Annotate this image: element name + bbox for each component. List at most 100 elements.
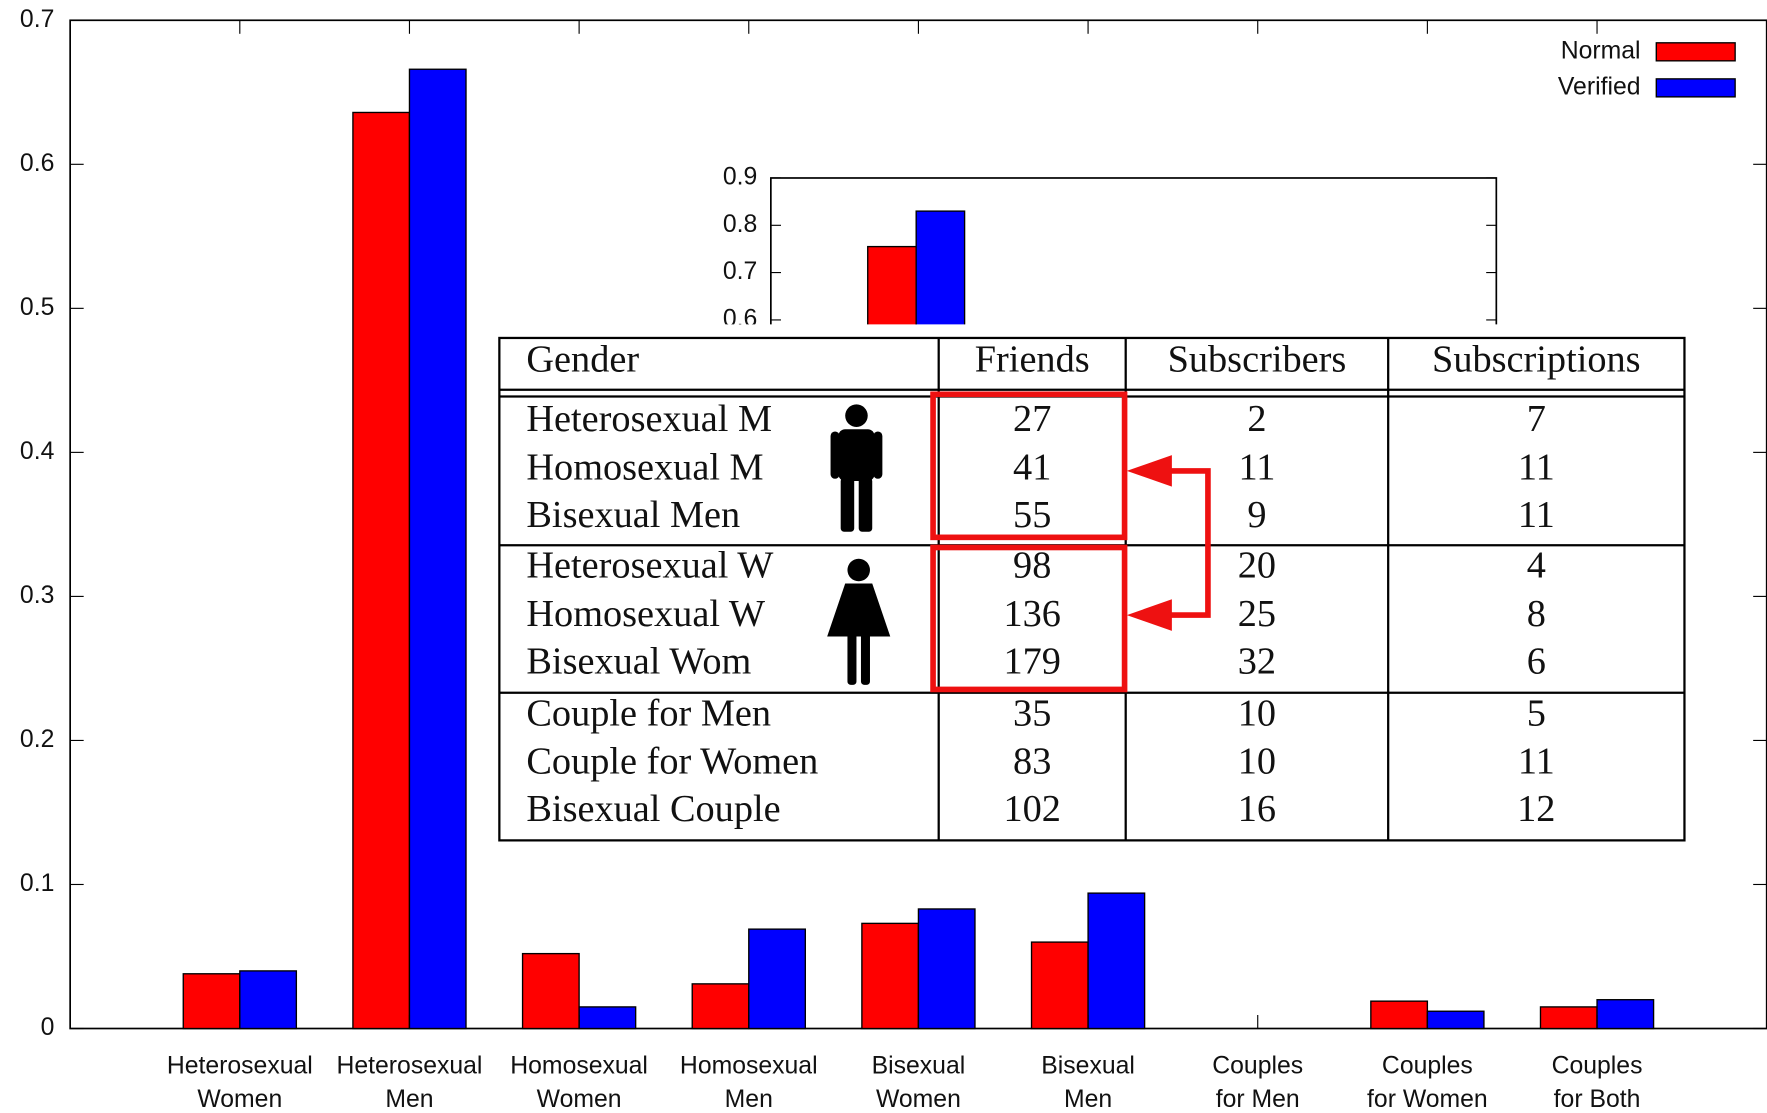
y-tick-label: 0.7: [723, 258, 757, 285]
inset-chart: 0.6 0.7 0.8 0.9: [676, 157, 1533, 332]
bar: [1596, 999, 1655, 1030]
cell: Couple for Men: [526, 692, 771, 734]
table: Gender Friends Subscribers Subscriptions Het…: [498, 336, 1686, 842]
cell: Couple for Women: [526, 741, 818, 783]
x-tick-label: for Men: [1216, 1086, 1300, 1113]
y-tick-label: 0.1: [20, 870, 54, 897]
annotations: [791, 391, 1211, 693]
cell: 98: [1013, 545, 1051, 587]
bar: [691, 983, 750, 1030]
cell: 7: [1527, 398, 1546, 440]
cell: 83: [1013, 741, 1051, 783]
cell: 25: [1238, 593, 1276, 635]
bar: [917, 908, 976, 1030]
cell: Homosexual W: [526, 593, 765, 635]
x-tick-label: for Women: [1367, 1086, 1488, 1113]
x-tick-label: Bisexual: [1041, 1052, 1135, 1079]
legend-label: Verified: [1558, 73, 1641, 100]
cell: 16: [1238, 788, 1276, 830]
cell: 10: [1238, 692, 1276, 734]
cell: 9: [1247, 494, 1266, 536]
y-tick-label: 0.5: [20, 294, 54, 321]
cell: 102: [1003, 788, 1060, 830]
x-tick-label: Heterosexual: [337, 1052, 483, 1079]
y-tick-label: 0: [41, 1014, 55, 1041]
woman-icon: [791, 551, 916, 690]
y-tick-label: 0.9: [723, 164, 757, 191]
cell: Heterosexual M: [526, 398, 772, 440]
main-chart: 0 0.1 0.2 0.3 0.4 0.5 0.6 0.7 Heterosexual Women H…: [20, 6, 1767, 1113]
cell: 27: [1013, 398, 1051, 440]
cell: 35: [1013, 692, 1051, 734]
cell: 4: [1527, 545, 1546, 587]
bar: [1426, 1010, 1485, 1030]
y-tick-label: 0.8: [723, 211, 757, 238]
highlight-box: [930, 544, 1128, 693]
inset-bg: [676, 157, 1533, 325]
cell: 41: [1013, 447, 1051, 489]
x-tick-label: Women: [537, 1086, 622, 1113]
y-tick-label: 0.7: [20, 6, 54, 33]
arrowhead: [1126, 599, 1172, 631]
cell: Bisexual Men: [526, 494, 740, 536]
x-tick-label: Heterosexual: [167, 1052, 313, 1079]
x-tick-label: Couples: [1212, 1052, 1303, 1079]
bar: [521, 952, 580, 1030]
arrow: [1160, 468, 1211, 618]
bar: [867, 245, 917, 325]
bar: [352, 111, 411, 1030]
cell: 11: [1518, 741, 1555, 783]
legend-swatch: [1655, 42, 1736, 62]
cell: Bisexual Wom: [526, 640, 751, 682]
bar: [1087, 892, 1146, 1030]
cell: 11: [1518, 494, 1555, 536]
x-tick-label: Women: [876, 1086, 961, 1113]
x-tick-label: Homosexual: [510, 1052, 648, 1079]
cell: 136: [1003, 593, 1060, 635]
header-cell: Subscribers: [1168, 339, 1347, 381]
y-tick-label: 0.2: [20, 726, 54, 753]
bar: [748, 928, 806, 1030]
cell: 12: [1517, 788, 1555, 830]
bar: [408, 68, 467, 1030]
cell: 10: [1238, 741, 1276, 783]
y-tick-label: 0.6: [20, 150, 54, 177]
cell: 32: [1238, 640, 1276, 682]
x-tick-label: Couples: [1552, 1052, 1643, 1079]
x-tick-label: Women: [197, 1086, 282, 1113]
x-tick-label: Bisexual: [872, 1052, 966, 1079]
bar: [915, 210, 966, 325]
cell: Bisexual Couple: [526, 788, 780, 830]
bar: [861, 922, 920, 1030]
cell: 55: [1013, 494, 1051, 536]
bar: [239, 970, 298, 1030]
header-cell: Subscriptions: [1432, 339, 1641, 381]
header-cell: Friends: [975, 339, 1090, 381]
cell: 11: [1518, 447, 1555, 489]
bar: [1370, 1000, 1429, 1030]
x-tick-label: Couples: [1382, 1052, 1473, 1079]
highlight-box: [930, 391, 1128, 541]
header-cell: Gender: [526, 339, 639, 381]
cell: Heterosexual W: [526, 545, 774, 587]
x-tick-label: Men: [385, 1086, 433, 1113]
cell: 179: [1003, 640, 1060, 682]
cell: 8: [1527, 593, 1546, 635]
y-tick-label: 0.3: [20, 582, 54, 609]
bar: [182, 973, 241, 1030]
table-bg: [498, 336, 1686, 842]
x-tick-label: Homosexual: [680, 1052, 818, 1079]
bar: [578, 1006, 637, 1030]
x-tick-label: Men: [1064, 1086, 1112, 1113]
legend-label: Normal: [1561, 37, 1641, 64]
man-icon: [791, 401, 916, 539]
cell: 6: [1527, 640, 1546, 682]
cell: 11: [1238, 447, 1275, 489]
cell: 20: [1238, 545, 1276, 587]
y-tick-label: 0.6: [723, 305, 757, 332]
arrowhead: [1126, 455, 1172, 487]
bar: [1030, 941, 1089, 1030]
x-tick-label: for Both: [1554, 1086, 1641, 1113]
cell: 2: [1247, 398, 1266, 440]
